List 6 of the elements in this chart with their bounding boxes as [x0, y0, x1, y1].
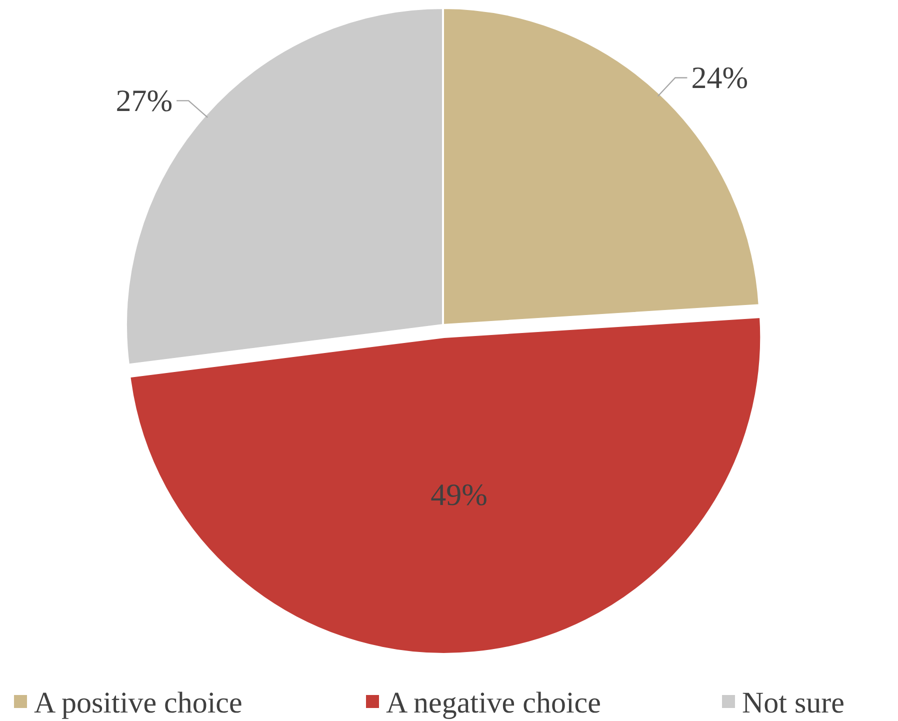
data-label: 49%: [430, 477, 488, 512]
data-label: 27%: [116, 83, 173, 118]
legend-label: Not sure: [742, 686, 844, 720]
legend-label: A negative choice: [386, 686, 601, 720]
legend-label: A positive choice: [34, 686, 242, 720]
data-label: 24%: [691, 60, 748, 96]
